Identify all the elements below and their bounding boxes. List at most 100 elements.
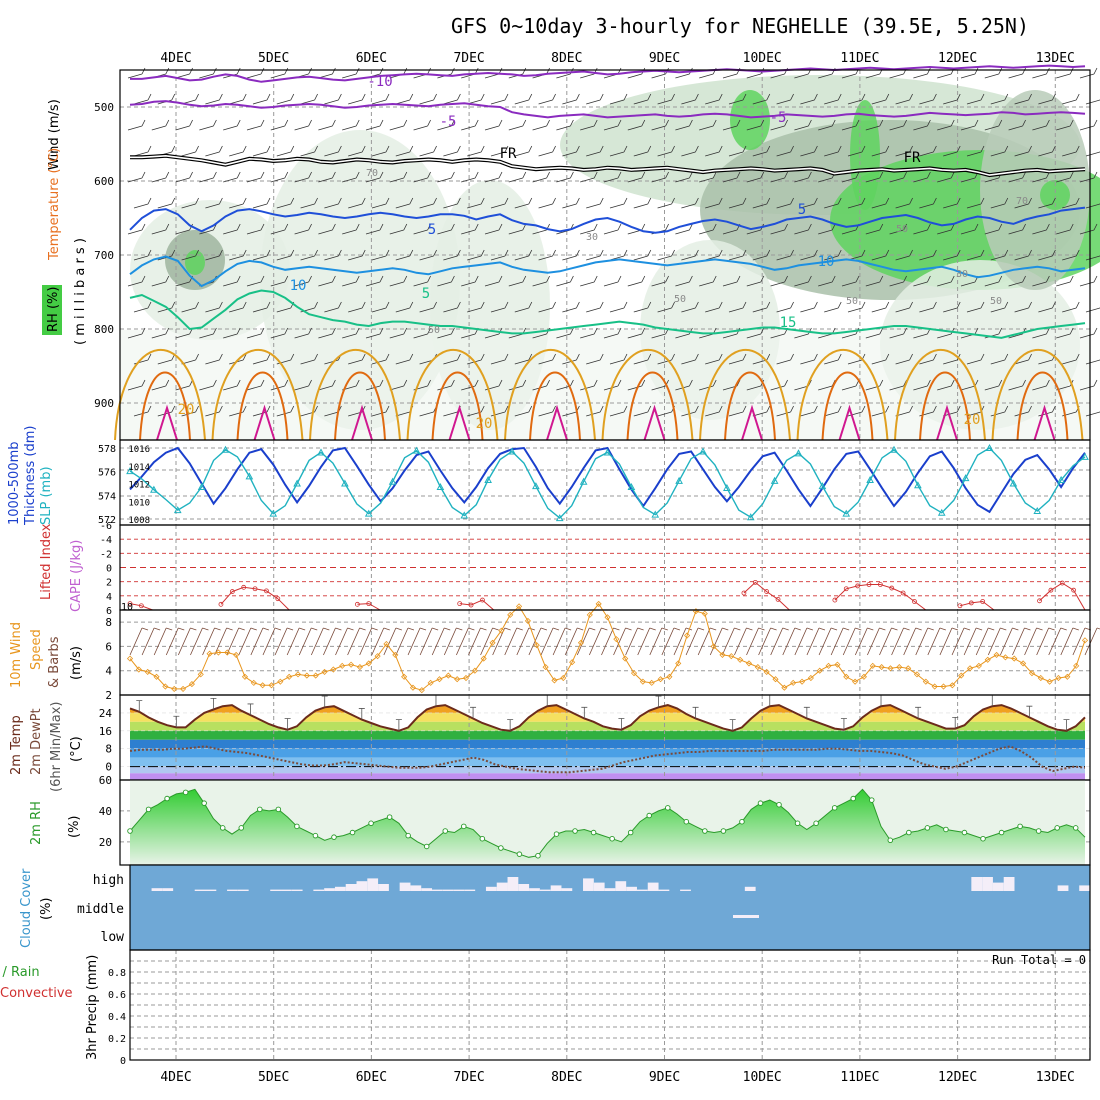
wind-barb <box>633 93 652 105</box>
isotherm-30-arc <box>741 404 763 441</box>
rh2m-marker <box>479 835 486 842</box>
wind-barb <box>246 171 265 183</box>
wind-barb <box>252 301 271 313</box>
wind-barb <box>229 249 247 261</box>
wind-barb <box>776 197 794 209</box>
slp-line <box>129 447 1086 520</box>
wind-barb <box>609 301 628 313</box>
minmax-whisker <box>432 694 439 707</box>
wind-barb <box>151 119 170 131</box>
wind10-marker <box>622 655 629 662</box>
minmax-whisker <box>878 694 885 707</box>
wind10-barb <box>625 627 644 656</box>
wind-barb <box>699 171 717 183</box>
slp-marker <box>532 482 540 490</box>
wind10-marker <box>984 656 991 663</box>
wind-barb <box>246 327 265 339</box>
wind-barb <box>348 301 366 313</box>
wind10-barb <box>1012 627 1031 656</box>
date-label-bottom: 10DEC <box>743 1070 782 1085</box>
slp-marker <box>173 506 182 514</box>
wind10-barb <box>842 627 862 656</box>
rh2m-marker <box>980 835 986 842</box>
wind-barb <box>181 405 199 417</box>
precip-frame <box>129 949 1091 1061</box>
wind10-barb <box>129 627 149 656</box>
wind10-barb <box>443 627 463 656</box>
wind-barb <box>246 379 265 391</box>
rh-blob <box>1040 180 1070 210</box>
temp2m-label-a: 2m Temp <box>9 715 24 775</box>
minmax-whisker <box>766 694 773 707</box>
wind10-marker <box>233 651 240 658</box>
wind-barb <box>770 119 788 131</box>
wind-barb <box>223 275 241 287</box>
rh-blob <box>730 90 770 150</box>
rh2m-ticks: 20 40 60 <box>99 774 112 849</box>
wind-barb <box>937 119 955 131</box>
isotherm-label: -5 <box>770 110 787 126</box>
isotherm-20-arc <box>991 349 1084 441</box>
rh2m-marker <box>683 818 690 825</box>
wind-barb <box>966 353 985 365</box>
lifted-tick: 2 <box>106 578 112 589</box>
wind10-barb <box>407 627 427 656</box>
cloud-high-bar <box>593 882 605 891</box>
wind10-marker <box>179 685 187 692</box>
minmax-whisker <box>321 695 328 708</box>
wind10-barb <box>371 627 390 656</box>
wind10-marker <box>507 611 514 618</box>
wind-barb <box>1032 223 1050 235</box>
wind-barb <box>514 197 533 209</box>
wind-barb <box>205 301 223 313</box>
wind-barb <box>205 353 223 365</box>
wind-barb <box>657 93 675 105</box>
wind10-barb <box>190 627 209 656</box>
wind10-marker <box>480 655 487 662</box>
wind-barb <box>1062 301 1080 313</box>
wind10-barb <box>1084 627 1100 656</box>
wind-barb <box>746 327 765 339</box>
wind-barb <box>342 67 360 79</box>
wind-barb <box>300 353 318 365</box>
isotherm-25-arc <box>1016 371 1069 441</box>
rh2m-marker <box>794 820 801 827</box>
wind-barb <box>348 93 366 105</box>
wind10-series <box>126 600 1089 694</box>
wind10-barb <box>1000 627 1019 656</box>
pressure-tick: 900 <box>94 397 114 410</box>
rh2m-marker <box>553 831 560 837</box>
wind10-marker <box>630 670 638 677</box>
slp-marker <box>269 509 278 517</box>
wind-barb <box>824 249 842 261</box>
cloud-high-bar <box>464 889 476 891</box>
slp-marker <box>890 445 898 453</box>
wind-barb <box>562 249 580 261</box>
wind-barb <box>395 249 414 261</box>
wind10-barb <box>274 627 294 656</box>
isotherm-30-arc <box>156 404 178 441</box>
wind-barb <box>627 119 646 131</box>
wind10-barb <box>214 627 233 656</box>
cloud-high-bar <box>281 889 292 891</box>
wind-barb <box>937 379 955 391</box>
wind10-marker <box>993 651 1000 658</box>
lifted-marker <box>1059 580 1065 586</box>
wind-barb <box>342 327 360 339</box>
slp-marker <box>364 509 373 517</box>
lifted-marker <box>275 596 281 602</box>
precip-label-c: 3hr Precip (mm) <box>85 955 100 1060</box>
isotherm-30-arc <box>253 404 276 441</box>
minmax-whisker <box>840 718 847 730</box>
cloud-high-bar <box>992 882 1004 891</box>
wind-barb <box>181 249 199 261</box>
wind-barb <box>318 379 336 391</box>
cloud-high-bar <box>151 888 163 891</box>
wind-barb <box>586 249 604 261</box>
isotherm-30-arc <box>643 404 666 441</box>
minmax-whisker <box>210 697 217 710</box>
wind-barb <box>151 379 170 391</box>
rh2m-tick: 20 <box>99 836 112 849</box>
date-label-bottom: 5DEC <box>258 1070 289 1085</box>
wind-barb <box>913 67 931 79</box>
